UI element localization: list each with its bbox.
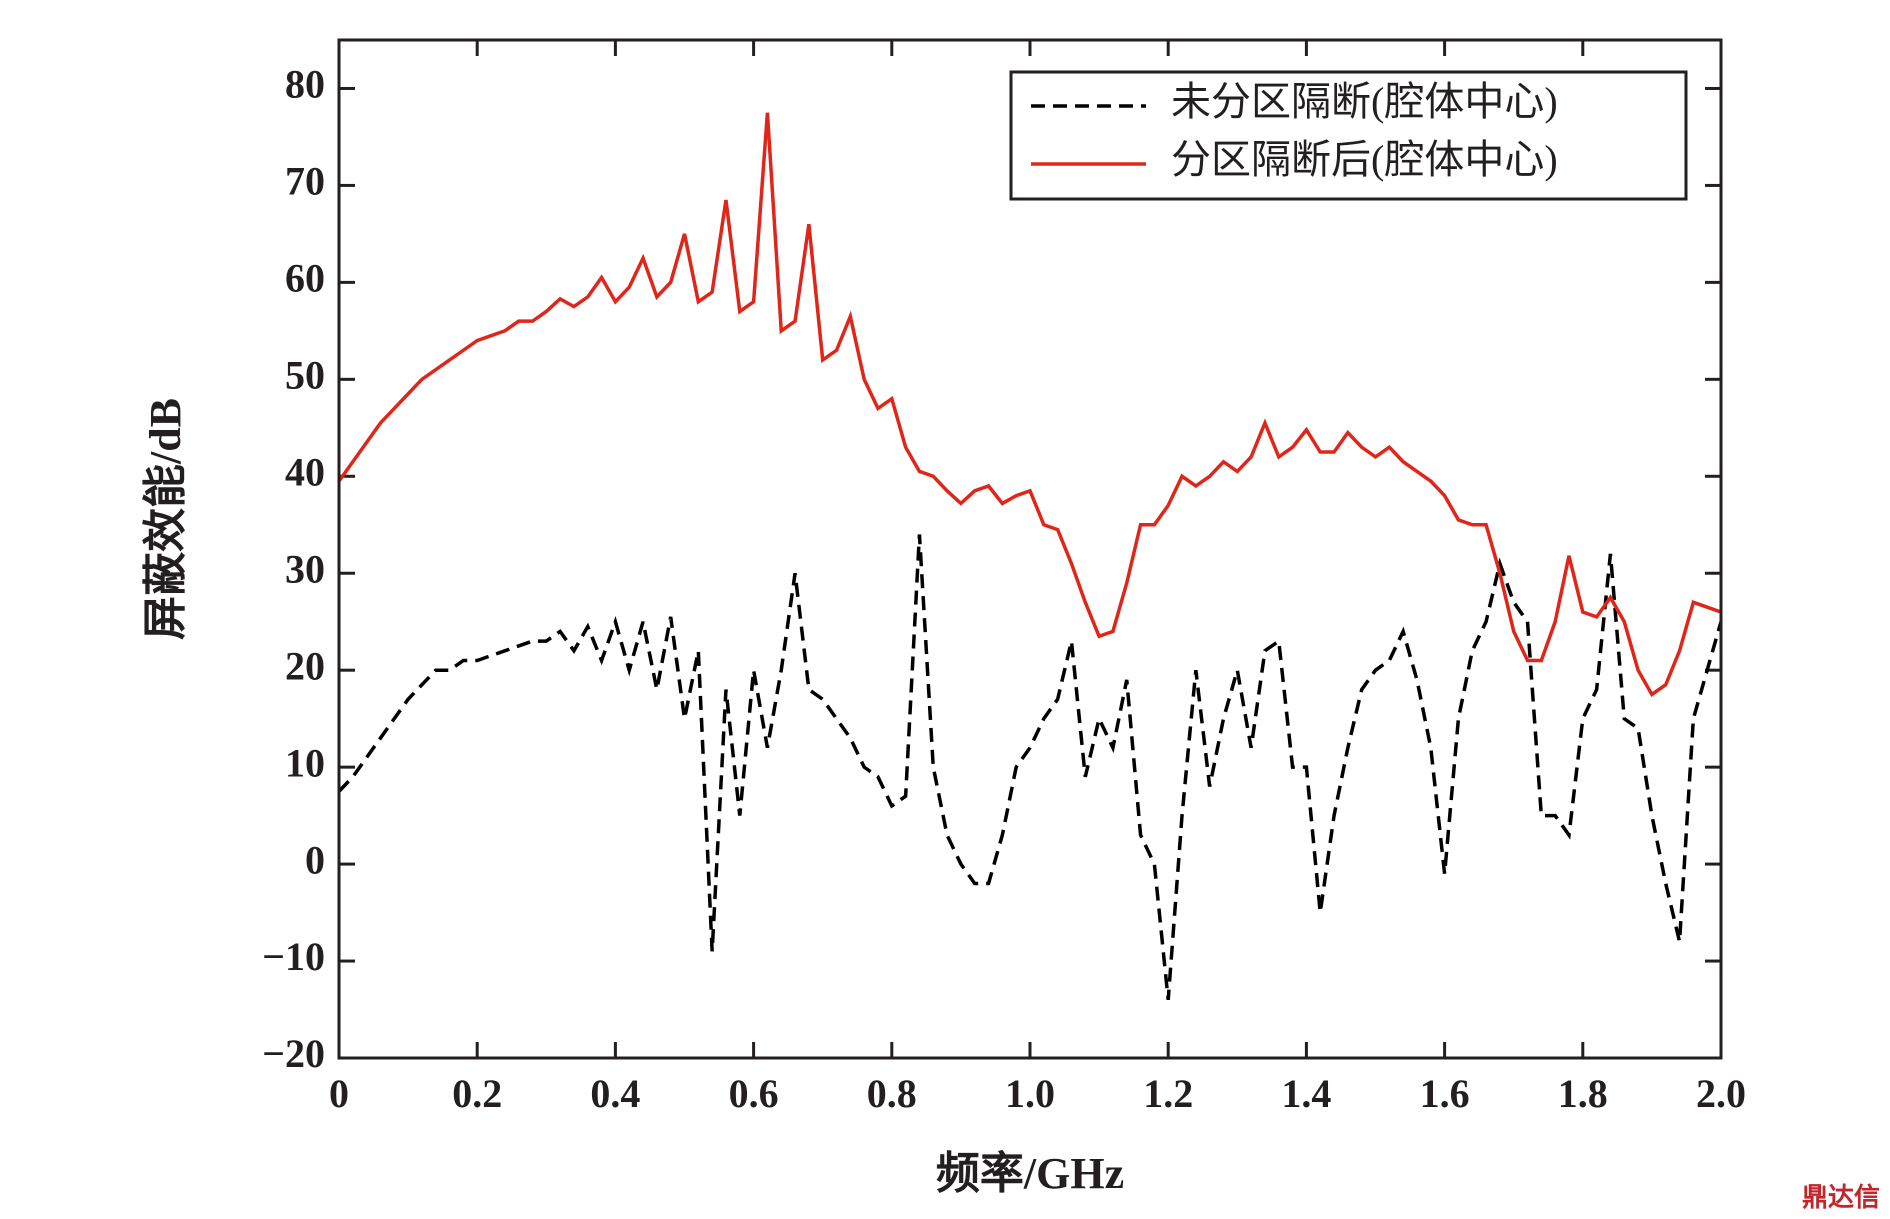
watermark: 鼎达信 <box>1802 1183 1880 1212</box>
y-tick-label: 20 <box>285 643 325 688</box>
x-tick-label: 1.4 <box>1281 1071 1331 1116</box>
x-tick-label: 1.2 <box>1143 1071 1193 1116</box>
y-tick-label: 60 <box>285 256 325 301</box>
y-tick-label: 40 <box>285 449 325 494</box>
y-tick-label: 10 <box>285 740 325 785</box>
series-line <box>337 534 1723 1001</box>
legend-label: 分区隔断后(腔体中心) <box>1171 137 1558 182</box>
x-tick-label: 0.4 <box>590 1071 640 1116</box>
y-tick-label: 70 <box>285 159 325 204</box>
y-tick-label: −10 <box>262 934 325 979</box>
x-tick-label: 1.0 <box>1005 1071 1055 1116</box>
y-tick-label: −20 <box>262 1031 325 1076</box>
legend-box <box>1009 70 1688 201</box>
y-tick-label: 0 <box>305 837 325 882</box>
legend-label: 未分区隔断(腔体中心) <box>1171 79 1558 124</box>
y-axis-label: 屏蔽效能/dB <box>141 398 190 640</box>
y-tick-label: 50 <box>285 353 325 398</box>
x-axis-label: 频率/GHz <box>936 1149 1124 1198</box>
series-line <box>337 112 1722 697</box>
y-tick-label: 80 <box>285 62 325 107</box>
y-tick-label: 30 <box>285 546 325 591</box>
x-tick-label: 0.8 <box>867 1071 917 1116</box>
x-tick-label: 0.6 <box>729 1071 779 1116</box>
x-tick-label: 1.6 <box>1420 1071 1470 1116</box>
x-tick-label: 2.0 <box>1696 1071 1746 1116</box>
x-tick-label: 0.2 <box>452 1071 502 1116</box>
plot-frame <box>337 38 1723 1060</box>
x-tick-label: 0 <box>329 1071 349 1116</box>
x-tick-label: 1.8 <box>1558 1071 1608 1116</box>
